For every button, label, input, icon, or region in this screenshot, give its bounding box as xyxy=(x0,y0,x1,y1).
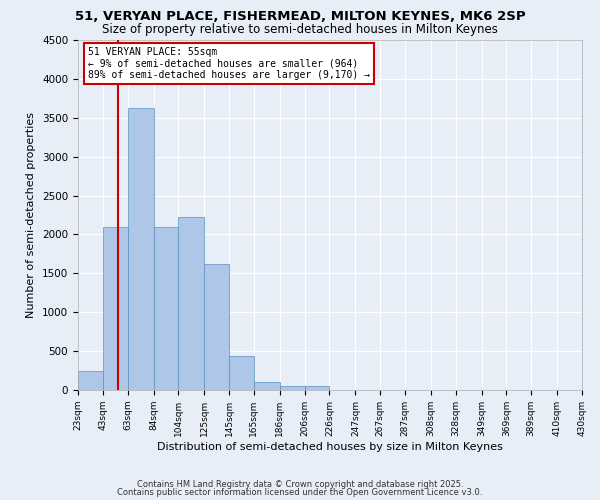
Y-axis label: Number of semi-detached properties: Number of semi-detached properties xyxy=(26,112,37,318)
Bar xyxy=(229,356,254,390)
Text: Contains public sector information licensed under the Open Government Licence v3: Contains public sector information licen… xyxy=(118,488,482,497)
Bar xyxy=(178,218,205,390)
Bar xyxy=(280,386,305,390)
Bar xyxy=(205,264,229,390)
Bar xyxy=(128,108,154,390)
Text: 51 VERYAN PLACE: 55sqm
← 9% of semi-detached houses are smaller (964)
89% of sem: 51 VERYAN PLACE: 55sqm ← 9% of semi-deta… xyxy=(88,47,370,80)
Text: 51, VERYAN PLACE, FISHERMEAD, MILTON KEYNES, MK6 2SP: 51, VERYAN PLACE, FISHERMEAD, MILTON KEY… xyxy=(74,10,526,23)
Text: Size of property relative to semi-detached houses in Milton Keynes: Size of property relative to semi-detach… xyxy=(102,22,498,36)
Text: Contains HM Land Registry data © Crown copyright and database right 2025.: Contains HM Land Registry data © Crown c… xyxy=(137,480,463,489)
Bar xyxy=(154,226,178,390)
Bar xyxy=(78,370,103,390)
X-axis label: Distribution of semi-detached houses by size in Milton Keynes: Distribution of semi-detached houses by … xyxy=(157,442,503,452)
Bar xyxy=(305,386,329,390)
Bar xyxy=(103,226,128,390)
Bar xyxy=(254,382,280,390)
